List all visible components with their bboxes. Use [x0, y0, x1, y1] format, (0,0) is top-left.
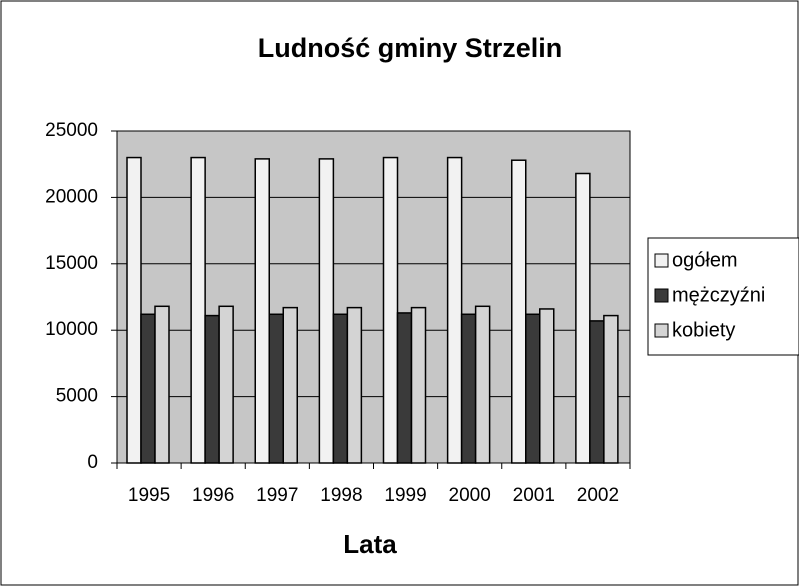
bar — [346, 306, 363, 464]
bar — [396, 312, 413, 464]
bar — [254, 158, 270, 464]
bar — [511, 159, 527, 464]
legend-swatch — [654, 323, 669, 338]
bar — [268, 313, 284, 464]
bar — [154, 305, 170, 464]
bar — [332, 313, 349, 464]
bar — [460, 313, 477, 464]
bar — [474, 305, 491, 464]
bar — [382, 156, 399, 464]
x-tick-label: 1996 — [192, 485, 234, 506]
legend-swatch — [654, 288, 669, 303]
bar — [446, 156, 463, 464]
y-tick-label: 20000 — [45, 186, 98, 207]
x-tick-label: 1998 — [320, 485, 362, 506]
x-tick-label: 2000 — [449, 485, 491, 506]
x-tick-label: 1995 — [128, 485, 170, 506]
y-tick-label: 25000 — [45, 120, 98, 141]
bar — [190, 156, 206, 464]
y-tick-label: 0 — [87, 452, 98, 473]
bar — [525, 313, 541, 464]
chart-title: Ludność gminy Strzelin — [258, 33, 563, 63]
legend-label: kobiety — [672, 319, 735, 341]
bar — [218, 305, 234, 464]
bar — [140, 313, 156, 464]
y-tick-label: 15000 — [45, 253, 98, 274]
x-tick-label: 1999 — [384, 485, 426, 506]
bar — [126, 156, 142, 464]
bar — [589, 320, 605, 464]
bar — [282, 306, 298, 464]
x-tick-label: 2001 — [513, 485, 555, 506]
legend-label: mężczyźni — [672, 284, 765, 306]
bar — [318, 158, 335, 464]
bar — [603, 314, 619, 464]
y-tick-label: 5000 — [56, 386, 98, 407]
bar — [575, 172, 591, 464]
y-tick-label: 10000 — [45, 319, 98, 340]
x-axis-title: Lata — [343, 529, 397, 559]
legend-swatch — [654, 253, 669, 268]
x-tick-label: 2002 — [577, 485, 619, 506]
legend-label: ogółem — [672, 249, 738, 271]
bar — [410, 306, 427, 464]
bar — [539, 308, 555, 464]
bar — [204, 314, 220, 464]
x-tick-label: 1997 — [256, 485, 298, 506]
legend — [647, 237, 799, 356]
